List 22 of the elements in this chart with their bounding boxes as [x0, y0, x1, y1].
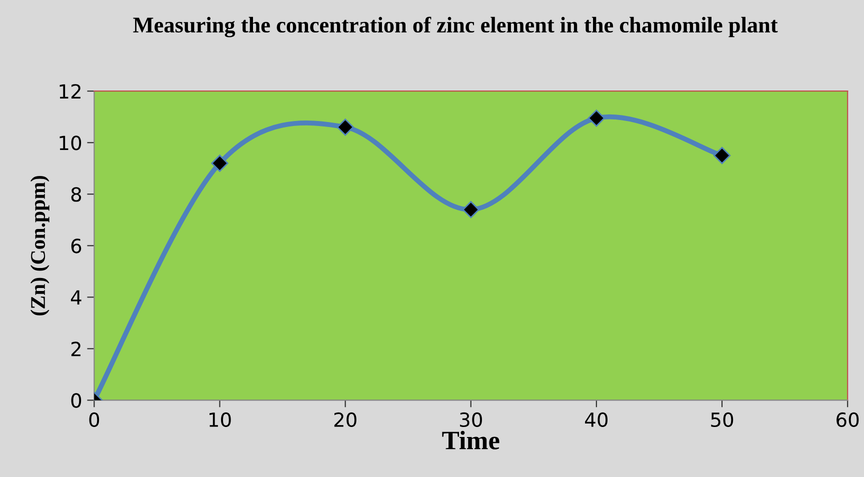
x-tick-label: 30 [460, 412, 482, 428]
point [336, 118, 354, 136]
y-tick-label: 4 [70, 290, 82, 305]
point [588, 110, 605, 127]
x-tick-label: 10 [210, 412, 231, 428]
point [713, 146, 731, 164]
y-tick-label: 8 [71, 187, 82, 202]
x-axis-title: Time [442, 430, 500, 450]
y-tick-label: 6 [71, 238, 82, 254]
y-tick-label: 0 [71, 393, 82, 408]
x-tick-label: 60 [836, 412, 859, 428]
x-tick-label: 20 [334, 412, 356, 428]
y-tick-label: 10 [60, 136, 82, 150]
point [211, 154, 228, 172]
x-tick-label: 50 [711, 412, 734, 428]
chart-title: Measuring the concentration of zinc element in the chamomile plant [133, 16, 778, 38]
point [462, 201, 480, 218]
y-axis-title: (Zn) (Con.ppm) [30, 176, 50, 316]
x-tick-label: 40 [585, 412, 608, 428]
x-tick-label: 0 [89, 412, 100, 428]
y-tick-label: 12 [60, 84, 80, 98]
y-tick-label: 2 [71, 342, 80, 356]
